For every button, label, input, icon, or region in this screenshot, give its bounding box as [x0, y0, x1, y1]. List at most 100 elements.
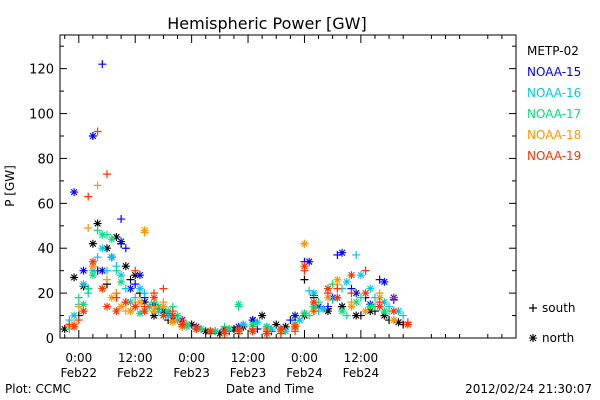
north-point: [126, 298, 135, 307]
north-point: [380, 277, 389, 286]
legend-item: METP-02: [527, 44, 579, 58]
north-point: [79, 307, 88, 316]
y-tick-label: 40: [37, 242, 54, 257]
north-point: [248, 327, 257, 336]
north-point: [88, 262, 97, 271]
north-point: [300, 239, 309, 248]
north-point: [248, 320, 257, 329]
marker-legend-label: south: [542, 301, 576, 315]
north-point: [107, 235, 116, 244]
north-point: [375, 293, 384, 302]
north-point: [319, 304, 328, 313]
north-point: [98, 244, 107, 253]
x-tick-time-label: 0:00: [291, 351, 318, 365]
north-point: [356, 271, 365, 280]
north-point: [173, 311, 182, 320]
south-point: [342, 311, 351, 320]
north-point: [88, 239, 97, 248]
y-tick-label: 80: [37, 152, 54, 167]
x-axis: 0:00Feb2212:00Feb220:00Feb2312:00Feb230:…: [61, 35, 503, 380]
north-point: [201, 327, 210, 336]
north-point: [182, 320, 191, 329]
y-tick-label: 100: [29, 108, 54, 123]
north-point: [70, 273, 79, 282]
north-point: [117, 277, 126, 286]
x-axis-label: Date and Time: [226, 382, 314, 396]
north-point: [168, 318, 177, 327]
north-point: [107, 253, 116, 262]
north-point: [126, 307, 135, 316]
north-point: [112, 307, 121, 316]
north-point: [380, 298, 389, 307]
x-tick-time-label: 12:00: [231, 351, 266, 365]
north-point: [281, 322, 290, 331]
north-point: [135, 284, 144, 293]
north-point: [309, 298, 318, 307]
south-point: [84, 224, 93, 233]
south-point: [98, 60, 107, 69]
north-point: [60, 325, 69, 334]
y-tick-label: 60: [37, 197, 54, 212]
south-point: [309, 307, 318, 316]
north-point: [140, 307, 149, 316]
north-point: [300, 262, 309, 271]
north-point: [248, 316, 257, 325]
marker-legend: south north: [529, 301, 576, 345]
south-point: [103, 266, 112, 275]
north-point: [211, 327, 220, 336]
legend: METP-02 NOAA-15 NOAA-16 NOAA-17 NOAA-18 NOAA-…: [527, 44, 581, 163]
north-point: [333, 275, 342, 284]
north-point: [366, 284, 375, 293]
north-point: [229, 325, 238, 334]
south-point: [93, 226, 102, 235]
south-point: [300, 275, 309, 284]
south-point: [74, 316, 83, 325]
north-point: [93, 219, 102, 228]
north-point: [178, 320, 187, 329]
south-point: [347, 289, 356, 298]
legend-item: NOAA-17: [527, 107, 581, 121]
x-tick-time-label: 0:00: [65, 351, 92, 365]
north-point: [145, 302, 154, 311]
north-point: [98, 230, 107, 239]
north-point: [366, 302, 375, 311]
north-point: [347, 302, 356, 311]
north-point: [131, 271, 140, 280]
north-point: [276, 325, 285, 334]
north-point: [70, 311, 79, 320]
north-point: [352, 311, 361, 320]
y-tick-label: 120: [29, 63, 54, 78]
north-point: [389, 307, 398, 316]
north-point: [187, 320, 196, 329]
x-tick-date-label: Feb22: [61, 366, 98, 380]
north-point: [352, 289, 361, 298]
north-point: [70, 322, 79, 331]
legend-item: NOAA-16: [527, 86, 581, 100]
north-point: [361, 289, 370, 298]
north-point: [88, 271, 97, 280]
north-point: [309, 302, 318, 311]
x-tick-time-label: 12:00: [118, 351, 153, 365]
plus-marker-icon: [529, 304, 537, 312]
north-point: [79, 266, 88, 275]
x-tick-date-label: Feb22: [117, 366, 154, 380]
north-point: [107, 293, 116, 302]
north-point: [159, 302, 168, 311]
south-point: [117, 215, 126, 224]
north-point: [291, 322, 300, 331]
north-point: [159, 311, 168, 320]
north-point: [135, 271, 144, 280]
north-point: [121, 298, 130, 307]
north-point: [150, 293, 159, 302]
north-point: [291, 311, 300, 320]
chart-title: Hemispheric Power [GW]: [167, 14, 366, 33]
north-point: [239, 320, 248, 329]
legend-item: NOAA-19: [527, 149, 581, 163]
north-point: [347, 271, 356, 280]
plot-source-label: Plot: CCMC: [5, 382, 71, 396]
north-point: [117, 302, 126, 311]
north-point: [333, 293, 342, 302]
star-marker-icon: [529, 334, 537, 342]
south-point: [352, 250, 361, 259]
